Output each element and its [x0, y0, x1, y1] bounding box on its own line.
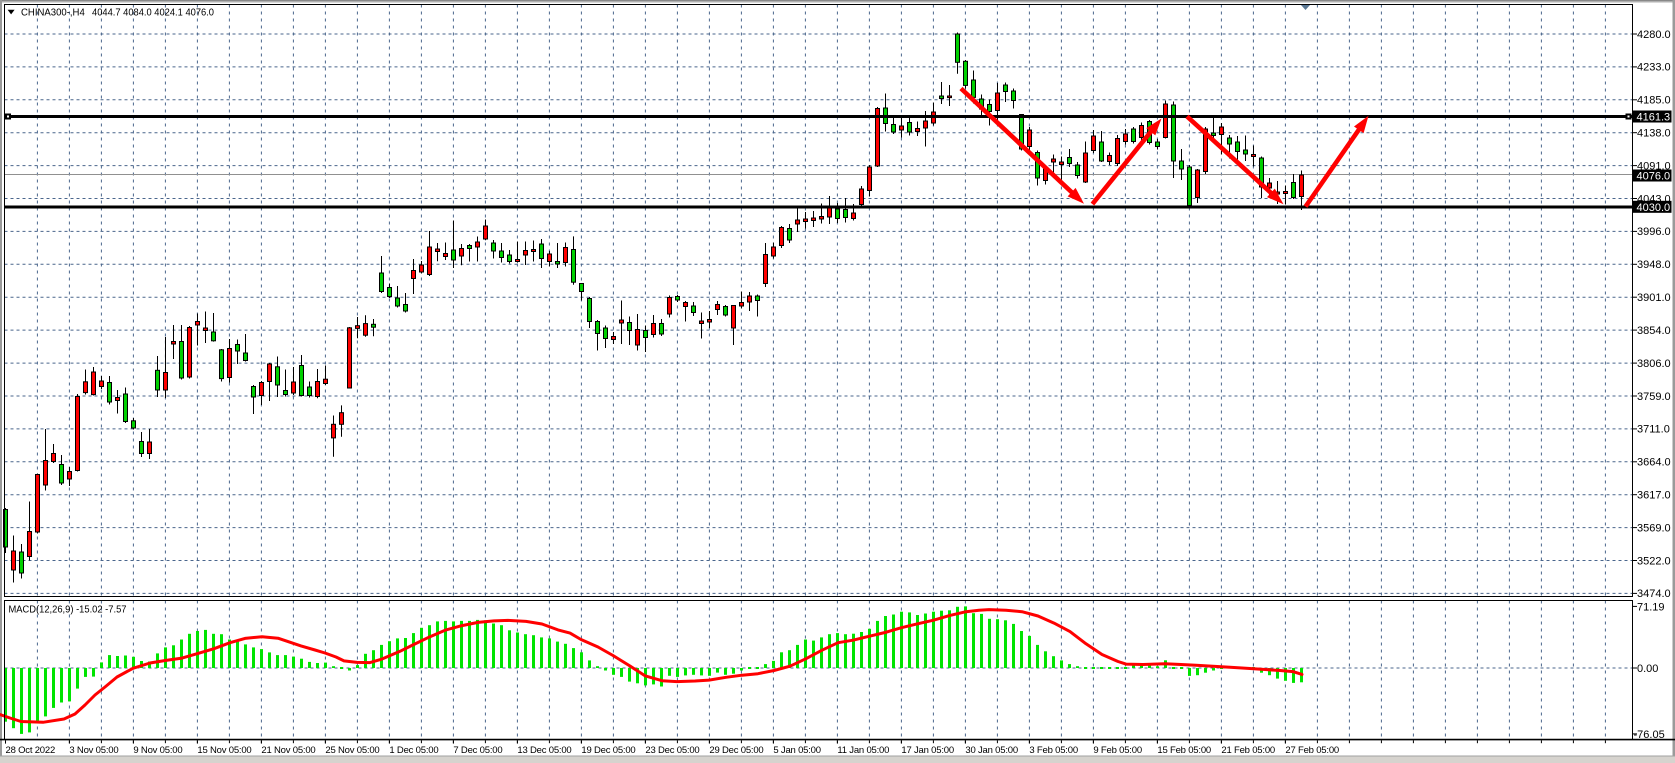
svg-text:3569.0: 3569.0 — [1637, 522, 1671, 534]
svg-text:4185.0: 4185.0 — [1637, 95, 1671, 107]
svg-text:3474.0: 3474.0 — [1637, 588, 1671, 600]
svg-text:27 Feb 05:00: 27 Feb 05:00 — [1285, 745, 1339, 756]
svg-text:4233.0: 4233.0 — [1637, 62, 1671, 74]
svg-text:3948.0: 3948.0 — [1637, 259, 1671, 271]
svg-text:13 Dec 05:00: 13 Dec 05:00 — [517, 745, 571, 756]
svg-text:3854.0: 3854.0 — [1637, 325, 1671, 337]
svg-text:15 Feb 05:00: 15 Feb 05:00 — [1157, 745, 1211, 756]
svg-text:19 Dec 05:00: 19 Dec 05:00 — [581, 745, 635, 756]
svg-text:3664.0: 3664.0 — [1637, 457, 1671, 469]
svg-text:4161.3: 4161.3 — [1637, 112, 1671, 124]
svg-text:3522.0: 3522.0 — [1637, 555, 1671, 567]
svg-text:29 Dec 05:00: 29 Dec 05:00 — [709, 745, 763, 756]
svg-text:15 Nov 05:00: 15 Nov 05:00 — [197, 745, 251, 756]
svg-text:3 Nov 05:00: 3 Nov 05:00 — [69, 745, 118, 756]
svg-text:28 Oct 2022: 28 Oct 2022 — [6, 745, 56, 756]
svg-text:4030.0: 4030.0 — [1637, 202, 1671, 214]
svg-text:3711.0: 3711.0 — [1637, 424, 1670, 436]
svg-text:3759.0: 3759.0 — [1637, 391, 1671, 403]
svg-text:4091.0: 4091.0 — [1637, 160, 1671, 172]
svg-text:3996.0: 3996.0 — [1637, 226, 1671, 238]
svg-text:3 Feb 05:00: 3 Feb 05:00 — [1029, 745, 1078, 756]
svg-text:17 Jan 05:00: 17 Jan 05:00 — [901, 745, 954, 756]
svg-text:9 Nov 05:00: 9 Nov 05:00 — [133, 745, 182, 756]
svg-text:0.00: 0.00 — [1637, 663, 1658, 675]
svg-text:7 Dec 05:00: 7 Dec 05:00 — [453, 745, 502, 756]
svg-text:4138.0: 4138.0 — [1637, 128, 1671, 140]
svg-text:71.19: 71.19 — [1637, 601, 1665, 613]
svg-text:4280.0: 4280.0 — [1637, 29, 1671, 41]
svg-text:MACD(12,26,9) -15.02 -7.57: MACD(12,26,9) -15.02 -7.57 — [9, 605, 127, 616]
svg-text:-76.05: -76.05 — [1634, 729, 1665, 741]
svg-text:3901.0: 3901.0 — [1637, 292, 1671, 304]
svg-text:30 Jan 05:00: 30 Jan 05:00 — [965, 745, 1018, 756]
svg-text:3806.0: 3806.0 — [1637, 358, 1671, 370]
svg-text:3617.0: 3617.0 — [1637, 490, 1671, 502]
svg-text:23 Dec 05:00: 23 Dec 05:00 — [645, 745, 699, 756]
svg-text:21 Feb 05:00: 21 Feb 05:00 — [1221, 745, 1275, 756]
svg-text:11 Jan 05:00: 11 Jan 05:00 — [837, 745, 889, 756]
svg-text:9 Feb 05:00: 9 Feb 05:00 — [1093, 745, 1142, 756]
svg-text:25 Nov 05:00: 25 Nov 05:00 — [325, 745, 379, 756]
svg-text:5 Jan 05:00: 5 Jan 05:00 — [773, 745, 820, 756]
svg-text:1 Dec 05:00: 1 Dec 05:00 — [389, 745, 438, 756]
svg-text:4076.0: 4076.0 — [1637, 171, 1671, 183]
svg-text:21 Nov 05:00: 21 Nov 05:00 — [261, 745, 315, 756]
